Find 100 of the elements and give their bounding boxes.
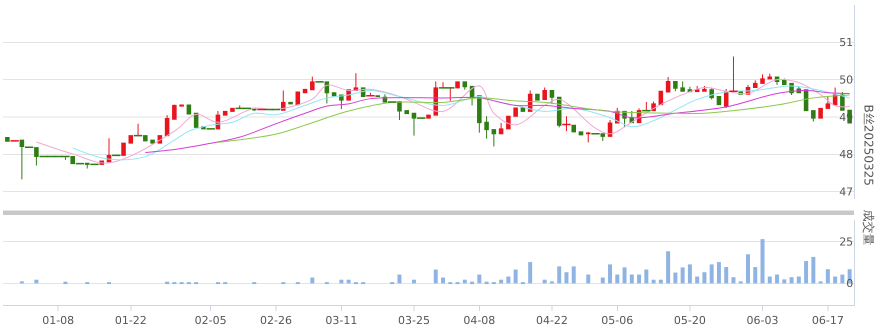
candlestick bbox=[578, 131, 584, 136]
candlestick bbox=[586, 131, 591, 143]
bar bbox=[462, 280, 467, 284]
candlestick bbox=[230, 108, 235, 112]
bar bbox=[775, 274, 780, 284]
bar bbox=[833, 276, 838, 284]
bar bbox=[310, 278, 314, 284]
candlestick bbox=[506, 116, 511, 130]
bar bbox=[673, 272, 678, 284]
candlestick bbox=[492, 129, 496, 147]
bar bbox=[477, 274, 482, 284]
x-tick-label: 06-03 bbox=[746, 314, 778, 328]
bar bbox=[652, 280, 656, 284]
candlestick bbox=[782, 78, 787, 86]
candlestick bbox=[680, 81, 685, 92]
candlestick bbox=[818, 108, 823, 119]
bar bbox=[608, 264, 612, 284]
candlestick bbox=[310, 76, 315, 90]
line-series bbox=[217, 94, 850, 143]
line-series bbox=[72, 86, 850, 160]
bar bbox=[753, 267, 758, 284]
bar bbox=[658, 280, 663, 284]
candlestick bbox=[498, 122, 504, 134]
bar bbox=[542, 280, 547, 284]
y-tick-label: 51 bbox=[839, 36, 854, 50]
candlestick bbox=[462, 81, 468, 90]
bar bbox=[746, 254, 750, 284]
bar bbox=[506, 276, 510, 284]
candlestick bbox=[455, 81, 460, 88]
bar bbox=[680, 267, 685, 284]
candlestick bbox=[222, 110, 228, 116]
bar bbox=[557, 266, 562, 284]
candlestick bbox=[332, 92, 336, 96]
bar bbox=[695, 276, 700, 284]
y-axis-title: 成交量 bbox=[862, 210, 876, 246]
candlestick bbox=[164, 114, 170, 136]
bar bbox=[768, 276, 772, 284]
candlestick bbox=[752, 80, 758, 88]
candlestick bbox=[484, 116, 489, 140]
y-tick-label: 47 bbox=[839, 185, 854, 198]
bar bbox=[840, 274, 844, 284]
bar bbox=[441, 278, 446, 284]
bar bbox=[688, 264, 692, 284]
bar bbox=[630, 274, 634, 284]
candlestick bbox=[5, 137, 10, 142]
bar bbox=[811, 256, 816, 284]
candlestick bbox=[811, 110, 816, 122]
x-tick-label: 02-05 bbox=[194, 314, 227, 328]
bar bbox=[796, 276, 801, 284]
x-tick-label: 01-08 bbox=[42, 314, 74, 328]
bar bbox=[702, 272, 706, 284]
candlestick bbox=[550, 90, 554, 104]
bar bbox=[564, 272, 568, 284]
bar bbox=[716, 262, 721, 284]
candlestick bbox=[194, 112, 198, 128]
candlestick bbox=[535, 94, 540, 101]
candlestick bbox=[571, 124, 576, 132]
candlestick bbox=[608, 119, 612, 137]
bar bbox=[346, 280, 351, 284]
candlestick bbox=[658, 90, 664, 106]
candlestick bbox=[172, 104, 177, 120]
candlestick bbox=[826, 96, 830, 109]
bar bbox=[470, 282, 474, 284]
candlestick bbox=[760, 74, 765, 84]
bar bbox=[790, 277, 794, 284]
bar bbox=[34, 280, 38, 284]
y-tick-label: 48 bbox=[839, 148, 854, 162]
bar bbox=[615, 274, 620, 284]
bar bbox=[63, 282, 68, 284]
bar bbox=[731, 277, 736, 284]
candlestick bbox=[186, 104, 192, 114]
bar bbox=[484, 282, 489, 284]
candlestick bbox=[121, 142, 126, 156]
bar bbox=[397, 274, 402, 284]
x-tick-label: 04-08 bbox=[463, 314, 496, 328]
bar bbox=[782, 279, 786, 284]
candlestick bbox=[404, 110, 409, 114]
bar bbox=[826, 269, 830, 284]
candlestick bbox=[520, 108, 526, 112]
x-tick-label: 01-22 bbox=[114, 314, 147, 328]
x-tick-label: 02-26 bbox=[260, 314, 292, 328]
bar bbox=[804, 261, 808, 284]
bar bbox=[499, 280, 504, 284]
bar bbox=[165, 282, 170, 284]
bar bbox=[528, 262, 532, 284]
candlestick bbox=[716, 96, 722, 106]
candlestick bbox=[281, 90, 286, 111]
candlestick bbox=[106, 138, 112, 162]
candlestick bbox=[542, 86, 547, 100]
candlestick bbox=[288, 102, 293, 104]
candlestick bbox=[673, 81, 678, 92]
bar bbox=[434, 270, 438, 284]
candlestick bbox=[513, 108, 518, 117]
x-tick-label: 05-20 bbox=[674, 314, 706, 328]
bar bbox=[600, 278, 605, 284]
bar bbox=[637, 274, 642, 284]
bar bbox=[572, 266, 576, 284]
x-tick-label: 04-22 bbox=[536, 314, 568, 328]
bar bbox=[644, 270, 648, 284]
bar bbox=[412, 280, 416, 284]
